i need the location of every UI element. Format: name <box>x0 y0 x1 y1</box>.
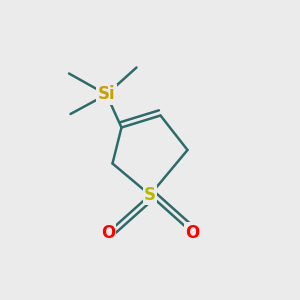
Text: Si: Si <box>98 85 115 103</box>
Text: S: S <box>144 186 156 204</box>
Text: O: O <box>185 224 199 242</box>
Text: O: O <box>101 224 115 242</box>
